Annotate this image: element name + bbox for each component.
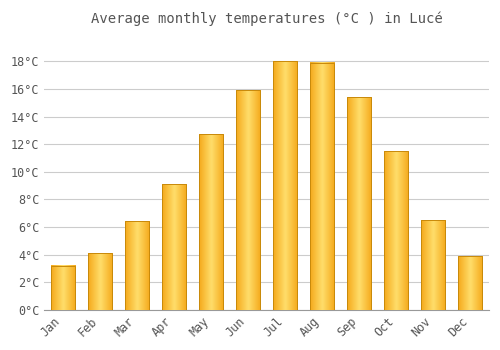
Bar	[236, 90, 260, 310]
Bar	[199, 134, 223, 310]
Bar	[458, 256, 482, 310]
Bar	[310, 63, 334, 310]
Bar	[51, 266, 75, 310]
Bar	[88, 253, 112, 310]
Bar	[125, 222, 149, 310]
Bar	[162, 184, 186, 310]
Bar	[422, 220, 446, 310]
Title: Average monthly temperatures (°C ) in Lucé: Average monthly temperatures (°C ) in Lu…	[91, 11, 443, 26]
Bar	[384, 151, 408, 310]
Bar	[273, 61, 297, 310]
Bar	[347, 97, 372, 310]
